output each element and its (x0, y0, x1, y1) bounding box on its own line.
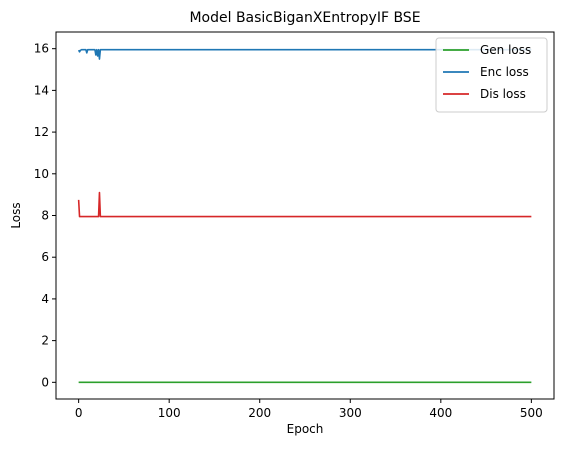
x-tick-label: 400 (429, 406, 452, 420)
x-tick-label: 300 (339, 406, 362, 420)
legend-label: Enc loss (480, 65, 529, 79)
x-tick-label: 0 (75, 406, 83, 420)
y-tick-label: 8 (41, 209, 49, 223)
x-tick-label: 100 (158, 406, 181, 420)
y-axis: 0 2 4 6 8 10 12 14 16 (34, 42, 56, 389)
x-axis: 0 100 200 300 400 500 (75, 399, 543, 420)
series-layer (77, 48, 532, 384)
legend-label: Gen loss (480, 43, 531, 57)
y-tick-label: 2 (41, 334, 49, 348)
chart-title: Model BasicBiganXEntropyIF BSE (189, 10, 420, 26)
x-tick-label: 500 (520, 406, 543, 420)
y-tick-label: 0 (41, 375, 49, 389)
x-axis-label: Epoch (287, 422, 324, 436)
y-tick-label: 4 (41, 292, 49, 306)
series-line-dis-loss (77, 191, 532, 218)
y-tick-label: 6 (41, 250, 49, 264)
y-axis-label: Loss (9, 202, 23, 228)
x-tick-label: 200 (248, 406, 271, 420)
y-tick-label: 16 (34, 42, 49, 56)
y-tick-label: 12 (34, 125, 49, 139)
y-tick-label: 14 (34, 83, 49, 97)
legend: Gen loss Enc loss Dis loss (435, 37, 548, 113)
y-tick-label: 10 (34, 167, 49, 181)
legend-label: Dis loss (480, 87, 526, 101)
series-line-enc-loss (77, 48, 532, 60)
